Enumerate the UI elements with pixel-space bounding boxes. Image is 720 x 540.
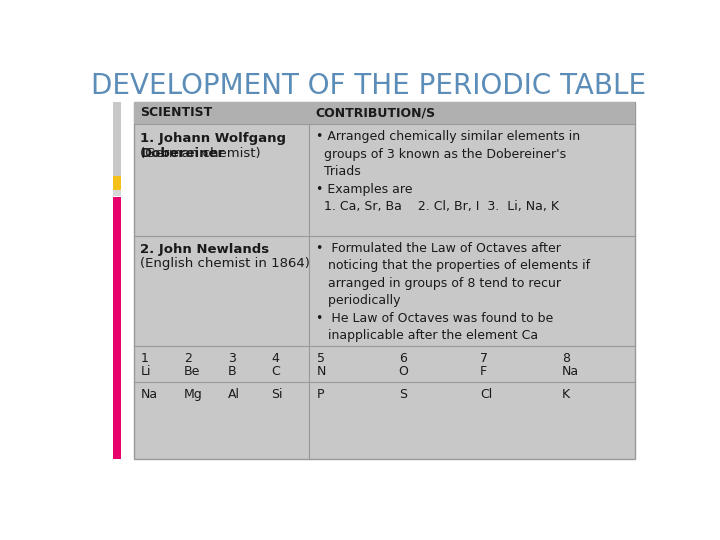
- Text: Mg: Mg: [184, 388, 203, 401]
- Text: Si: Si: [271, 388, 283, 401]
- Text: 2. John Newlands: 2. John Newlands: [140, 244, 269, 256]
- Text: 5: 5: [317, 352, 325, 365]
- Text: N: N: [317, 365, 326, 378]
- Text: O: O: [399, 365, 408, 378]
- Text: 1. Johann Wolfgang
Dobereiner: 1. Johann Wolfgang Dobereiner: [140, 132, 287, 160]
- Text: 7: 7: [480, 352, 488, 365]
- Text: B: B: [228, 365, 236, 378]
- Text: Be: Be: [184, 365, 200, 378]
- Text: SCIENTIST: SCIENTIST: [140, 106, 212, 119]
- Text: C: C: [271, 365, 280, 378]
- Text: • Arranged chemically similar elements in
  groups of 3 known as the Dobereiner': • Arranged chemically similar elements i…: [315, 130, 580, 213]
- Bar: [134, 102, 635, 124]
- Text: Li: Li: [140, 365, 151, 378]
- Text: P: P: [317, 388, 325, 401]
- Bar: [113, 177, 121, 190]
- Text: (English chemist in 1864): (English chemist in 1864): [140, 257, 310, 271]
- Text: K: K: [562, 388, 570, 401]
- Text: DEVELOPMENT OF THE PERIODIC TABLE: DEVELOPMENT OF THE PERIODIC TABLE: [91, 72, 647, 100]
- Text: 6: 6: [399, 352, 407, 365]
- Text: •  Formulated the Law of Octaves after
   noticing that the properties of elemen: • Formulated the Law of Octaves after no…: [315, 242, 590, 342]
- Bar: [113, 190, 121, 195]
- Text: Al: Al: [228, 388, 240, 401]
- Text: 4: 4: [271, 352, 279, 365]
- Text: 8: 8: [562, 352, 570, 365]
- Text: 3: 3: [228, 352, 235, 365]
- Bar: [113, 197, 121, 459]
- Text: 2: 2: [184, 352, 192, 365]
- Text: 1: 1: [140, 352, 148, 365]
- Text: S: S: [399, 388, 407, 401]
- Text: Na: Na: [140, 388, 158, 401]
- Text: Na: Na: [562, 365, 579, 378]
- Text: Cl: Cl: [480, 388, 492, 401]
- Text: F: F: [480, 365, 487, 378]
- Text: CONTRIBUTION/S: CONTRIBUTION/S: [315, 106, 436, 119]
- Text: (German chemist): (German chemist): [140, 147, 261, 160]
- Bar: [113, 102, 121, 177]
- Bar: [134, 102, 635, 459]
